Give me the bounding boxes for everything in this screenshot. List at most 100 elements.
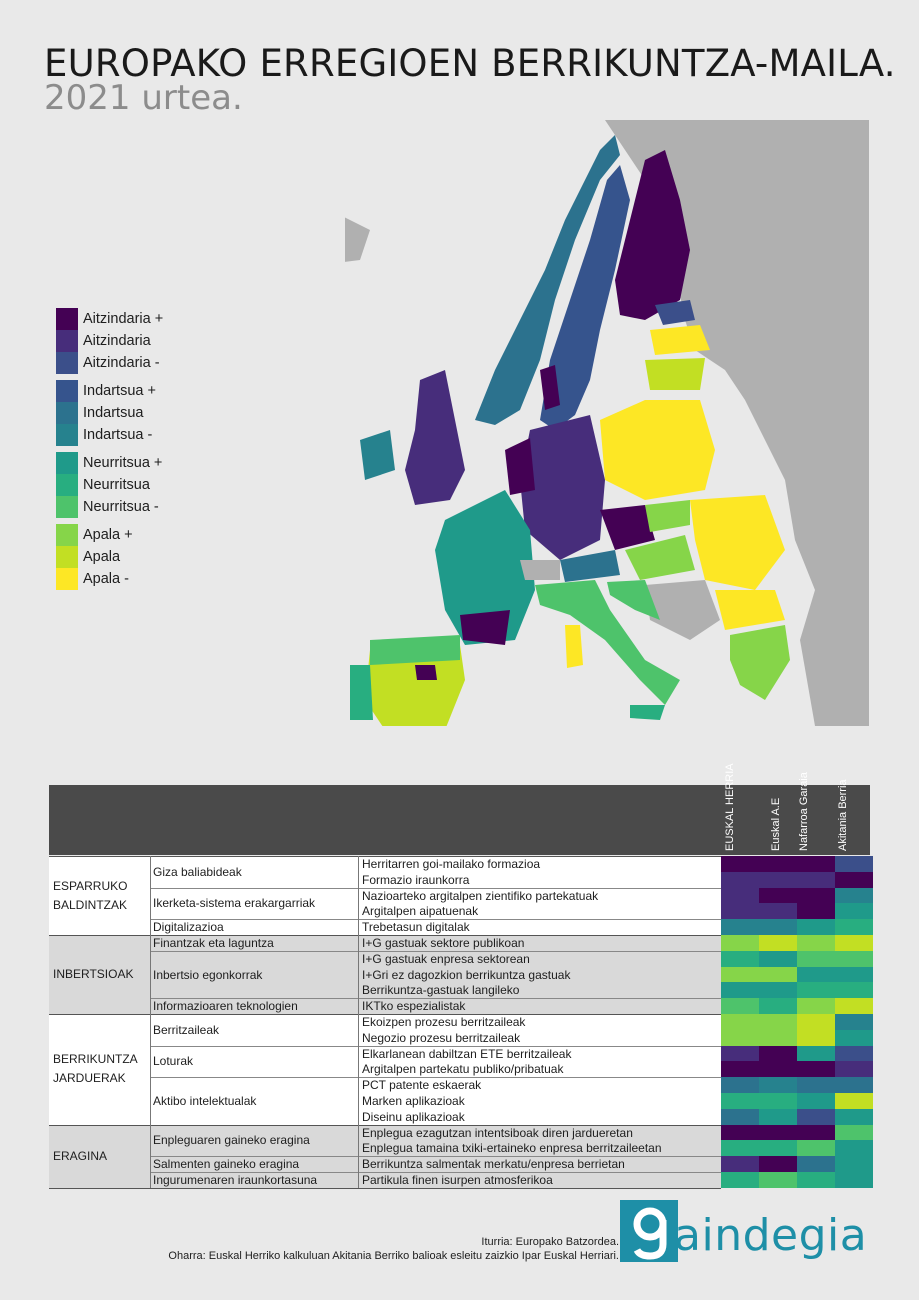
subgroup-label: Inbertsio egonkorrak — [153, 967, 263, 982]
map-iceland — [345, 217, 370, 262]
heatmap-cell — [797, 1045, 835, 1062]
map-portugal — [350, 665, 373, 720]
heatmap-cell — [721, 950, 759, 968]
heatmap-cell — [835, 950, 873, 968]
heatmap-cell — [721, 1077, 759, 1094]
heatmap-cell — [835, 1045, 873, 1062]
map-balkans — [645, 580, 720, 640]
group-divider — [49, 1124, 721, 1126]
heatmap-cell — [797, 919, 835, 936]
subgroup-divider — [150, 1077, 721, 1079]
legend-item: Apala + — [56, 524, 206, 546]
map-basque — [415, 665, 437, 680]
map-sardinia — [565, 625, 583, 668]
subgroup-label: Salmenten gaineko eragina — [153, 1157, 300, 1172]
heatmap-cell — [759, 1014, 797, 1031]
heatmap-cell — [835, 856, 873, 873]
subgroup-divider — [150, 998, 721, 1000]
subgroup-label: Aktibo intelektualak — [153, 1093, 257, 1108]
table-group — [49, 856, 721, 935]
indicator-label: Partikula finen isurpen atmosferikoa — [362, 1173, 553, 1187]
map-estonia — [655, 300, 695, 325]
heatmap-cell — [835, 1014, 873, 1031]
heatmap-cell — [721, 887, 759, 904]
heatmap-cell — [835, 887, 873, 904]
heatmap-cell — [797, 950, 835, 968]
heatmap-cell — [759, 919, 797, 936]
column-divider — [358, 856, 359, 1188]
heatmap-cell — [759, 982, 797, 999]
heatmap-cell — [759, 1124, 797, 1141]
indicator-label: IKTko espezialistak — [362, 999, 466, 1014]
indicator-label: Enplegua tamaina txiki-ertaineko enpresa… — [362, 1141, 662, 1156]
table-group — [49, 935, 721, 1014]
indicator-label: Ekoizpen prozesu berritzaileak — [362, 1015, 526, 1029]
indicator-label: I+G gastuak sektore publikoan — [362, 936, 525, 950]
heatmap-cell — [835, 1156, 873, 1173]
heatmap-cell — [797, 1124, 835, 1141]
heatmap-cell — [835, 1077, 873, 1094]
heatmap-cell — [835, 1029, 873, 1047]
map-norway — [475, 135, 620, 425]
heatmap-cell — [797, 966, 835, 983]
subgroup-divider — [150, 950, 721, 952]
map-lithuania — [645, 358, 705, 390]
indicator-label: Diseinu aplikazioak — [362, 1109, 465, 1124]
legend-label: Aitzindaria + — [83, 311, 164, 327]
legend-swatch — [56, 474, 78, 496]
group-label: ERAGINA — [53, 1148, 108, 1163]
map-germany — [520, 415, 605, 560]
map-croatia — [607, 580, 660, 620]
map-italy — [535, 580, 680, 705]
heatmap-cell — [797, 1077, 835, 1094]
subgroup-divider — [150, 887, 721, 889]
heatmap-cell — [797, 903, 835, 920]
indicator-label: Trebetasun digitalak — [362, 920, 470, 935]
indicator-label: Argitalpen aipatuenak — [362, 904, 479, 919]
legend-label: Aitzindaria - — [83, 355, 160, 371]
indicator-label: Formazio iraunkorra — [362, 872, 470, 887]
heatmap-cell — [759, 1108, 797, 1126]
heatmap-cell — [797, 1061, 835, 1078]
legend-item: Indartsua — [56, 402, 206, 424]
map-greece — [730, 625, 790, 700]
legend-label: Apala + — [83, 527, 133, 543]
gaindegia-logo: aindegia — [620, 1200, 875, 1266]
group-label: INBERTSIOAK — [53, 967, 134, 981]
group-divider — [49, 856, 721, 857]
legend-swatch — [56, 524, 78, 546]
heatmap-cell — [835, 1172, 873, 1189]
indicator-label: Herritarren goi-mailako formazioa — [362, 857, 541, 871]
heatmap-cell — [759, 1045, 797, 1062]
heatmap-cell — [797, 1156, 835, 1173]
indicator-label: Berrikuntza-gastuak langileko — [362, 983, 520, 998]
indicator-label: Negozio prozesu berritzaileak — [362, 1030, 521, 1045]
legend-label: Neurritsua - — [83, 499, 159, 515]
heatmap-cell — [759, 1140, 797, 1157]
heatmap-cell — [797, 887, 835, 904]
table-header — [49, 785, 870, 855]
map-slovakia — [645, 500, 690, 532]
heatmap-cell — [835, 966, 873, 983]
heatmap-cell — [835, 998, 873, 1015]
europe-map — [345, 120, 869, 726]
map-latvia — [650, 325, 710, 355]
heatmap-cell — [759, 1029, 797, 1047]
map-czechia — [600, 505, 655, 550]
subgroup-label: Giza baliabideak — [153, 864, 242, 879]
legend-item: Apala - — [56, 568, 206, 590]
page-subtitle: 2021 urtea. — [44, 78, 243, 118]
heatmap-cell — [797, 935, 835, 952]
footer-note: Oharra: Euskal Herriko kalkuluan Akitani… — [168, 1250, 619, 1262]
heatmap-cell — [835, 1061, 873, 1078]
legend-item: Neurritsua - — [56, 496, 206, 518]
map-bulgaria — [715, 590, 785, 630]
heatmap-cell — [797, 1014, 835, 1031]
legend-swatch — [56, 496, 78, 518]
heatmap-cell — [721, 1140, 759, 1157]
heatmap-cell — [797, 1029, 835, 1047]
legend-item: Aitzindaria + — [56, 308, 206, 330]
subgroup-label: Digitalizazioa — [153, 920, 224, 935]
heatmap-cell — [721, 856, 759, 873]
map-hungary — [625, 535, 695, 580]
